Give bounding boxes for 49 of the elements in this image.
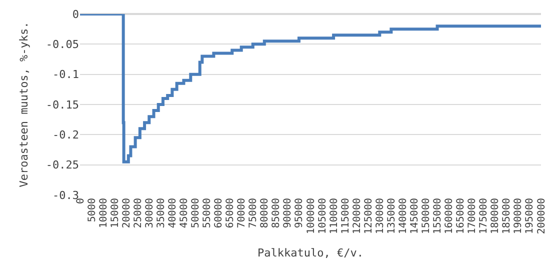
x-tick-label: 135000 <box>386 198 398 234</box>
x-tick-label: 45000 <box>178 198 190 228</box>
x-tick-label: 120000 <box>352 198 363 234</box>
x-tick-label: 40000 <box>167 198 178 228</box>
x-tick-label: 30000 <box>144 198 156 228</box>
x-tick-label: 55000 <box>202 198 214 228</box>
x-tick-label: 35000 <box>156 198 167 228</box>
x-tick-label: 75000 <box>248 198 260 228</box>
y-tick-label: 0 <box>72 8 79 21</box>
x-tick-label: 85000 <box>271 198 282 228</box>
x-tick-label: 100000 <box>306 198 317 234</box>
x-tick-label: 140000 <box>398 198 409 234</box>
x-tick-label: 60000 <box>214 198 225 228</box>
x-tick-label: 150000 <box>421 198 432 234</box>
x-tick-label: 130000 <box>374 198 386 234</box>
x-tick-label: 110000 <box>328 198 340 234</box>
x-tick-label: 115000 <box>340 198 352 234</box>
x-tick-label: 145000 <box>409 198 420 234</box>
y-tick-label: -0.25 <box>46 158 79 172</box>
x-tick-label: 125000 <box>363 198 374 234</box>
x-tick-label: 190000 <box>513 198 524 234</box>
x-tick-label: 165000 <box>456 198 467 234</box>
x-tick-label: 170000 <box>467 198 478 234</box>
y-tick-label: -0.05 <box>46 38 79 52</box>
x-tick-label: 0 <box>75 198 86 204</box>
y-tick-label: -0.15 <box>46 98 79 112</box>
x-tick-label: 195000 <box>524 198 536 234</box>
x-tick-label: 70000 <box>236 198 248 228</box>
x-tick-label: 175000 <box>478 198 490 234</box>
x-tick-label: 20000 <box>121 198 132 228</box>
x-tick-label: 80000 <box>260 198 271 228</box>
x-tick-label: 5000 <box>86 198 98 222</box>
x-tick-label: 95000 <box>294 198 306 228</box>
x-tick-label: 50000 <box>190 198 202 228</box>
x-tick-label: 15000 <box>110 198 121 228</box>
x-axis-title: Palkkatulo, €/v. <box>258 246 364 260</box>
x-tick-label: 200000 <box>536 198 548 234</box>
x-tick-label: 160000 <box>444 198 456 234</box>
y-axis-title: Veroasteen muutos, %-yks. <box>18 22 31 188</box>
x-tick-label: 65000 <box>225 198 236 228</box>
x-tick-label: 25000 <box>132 198 144 228</box>
x-tick-label: 105000 <box>317 198 328 234</box>
y-tick-label: -0.2 <box>52 128 79 142</box>
x-tick-label: 180000 <box>490 198 502 234</box>
x-tick-label: 90000 <box>282 198 294 228</box>
x-tick-label: 10000 <box>98 198 110 228</box>
x-tick-label: 185000 <box>502 198 513 234</box>
x-tick-label: 155000 <box>432 198 444 234</box>
y-tick-label: -0.1 <box>52 68 79 82</box>
